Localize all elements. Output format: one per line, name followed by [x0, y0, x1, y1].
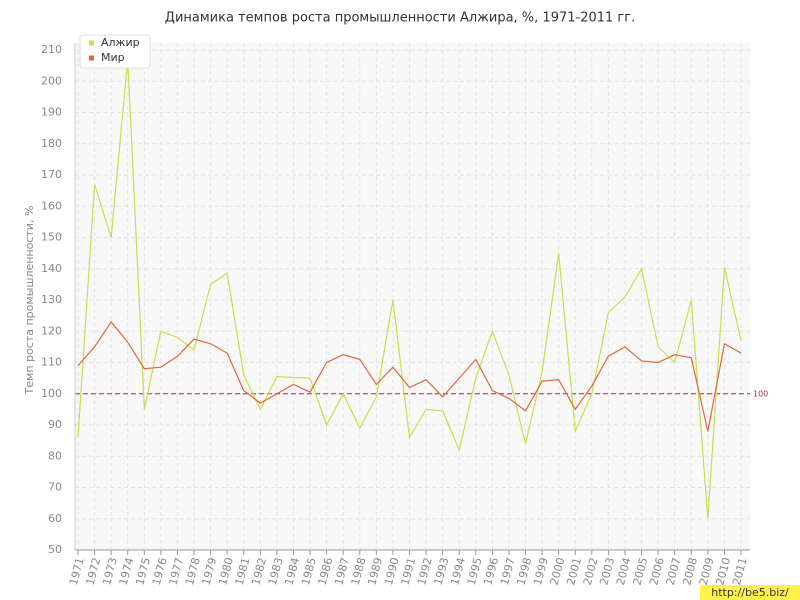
y-tick-label: 200 — [41, 74, 62, 87]
y-tick-label: 160 — [41, 199, 62, 212]
reference-label: 100 — [753, 389, 768, 398]
y-tick-label: 60 — [48, 512, 62, 525]
legend-swatch — [89, 55, 94, 61]
watermark-bg — [700, 585, 800, 600]
legend-swatch — [89, 40, 94, 46]
y-tick-label: 120 — [41, 324, 62, 337]
y-tick-label: 140 — [41, 262, 62, 275]
y-tick-label: 100 — [41, 387, 62, 400]
y-tick-label: 210 — [41, 43, 62, 56]
y-tick-label: 110 — [41, 356, 62, 369]
watermark[interactable]: http://be5.biz/ — [711, 586, 789, 599]
y-tick-label: 50 — [48, 543, 62, 556]
y-tick-label: 180 — [41, 137, 62, 150]
x-tick-label: 2011 — [730, 556, 750, 586]
data — [75, 59, 750, 519]
y-tick-label: 190 — [41, 106, 62, 119]
y-tick-label: 170 — [41, 168, 62, 181]
legend-label: Мир — [101, 51, 125, 64]
legend-label: Алжир — [101, 36, 140, 49]
y-axis-label: Темп роста промышленности, % — [23, 206, 36, 396]
plot-area — [75, 43, 750, 550]
y-tick-label: 130 — [41, 293, 62, 306]
y-tick-label: 80 — [48, 449, 62, 462]
legend-box — [79, 34, 151, 69]
y-tick-label: 150 — [41, 231, 62, 244]
series-line — [77, 59, 742, 519]
y-tick-label: 90 — [48, 418, 62, 431]
chart-title: Динамика темпов роста промышленности Алж… — [165, 11, 635, 26]
y-tick-label: 70 — [48, 481, 62, 494]
series-line — [77, 320, 742, 432]
